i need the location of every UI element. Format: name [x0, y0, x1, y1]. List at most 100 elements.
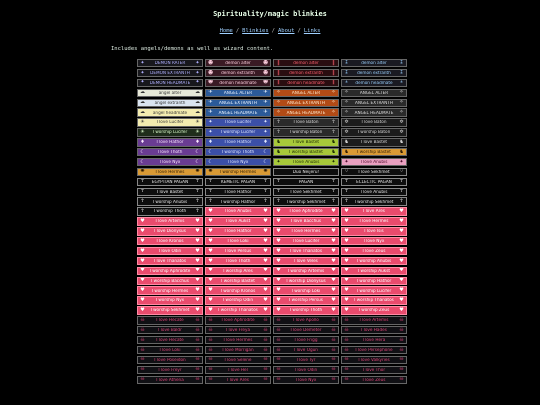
blinkie-icon: ♥: [344, 257, 349, 264]
blinkie: ♥ I love Persus ♥: [205, 246, 271, 256]
blinkie-icon: ✦: [399, 158, 404, 165]
blinkie: ♥ I love Hermes ♥: [341, 217, 407, 226]
nav-link-home[interactable]: Home: [219, 28, 233, 34]
blinkie: ☠ I love Aphrodite ☠: [205, 316, 271, 325]
blinkie-text: ANGEL HEADMATE: [218, 110, 258, 115]
blinkie-icon: ☥: [140, 188, 145, 195]
blinkie-icon: ♥: [331, 277, 336, 284]
blinkie-icon: ☀: [140, 119, 145, 126]
blinkie-text: I worship Zeus: [358, 308, 390, 313]
blinkie: ☠ I love Nyx ☠: [273, 375, 339, 384]
blinkie-text: I worship Thanatos: [354, 298, 394, 303]
blinkie-text: I love Aukst: [225, 219, 251, 224]
blinkie-text: I love Persephone: [355, 347, 393, 352]
blinkie-text: angel alter: [158, 90, 182, 95]
blinkie-icon: ☠: [331, 336, 336, 343]
blinkie-icon: ☥: [276, 119, 281, 126]
blinkie-icon: ☥: [140, 178, 145, 185]
blinkie-text: I love Hathor: [224, 229, 252, 234]
blinkie-icon: ♥: [344, 277, 349, 284]
blinkie-icon: ♥: [263, 208, 268, 215]
blinkie-icon: ✺: [208, 168, 213, 175]
nav-link-about[interactable]: About: [277, 28, 295, 34]
blinkie-icon: ♥: [263, 227, 268, 234]
blinkie-icon: ☠: [195, 356, 200, 363]
blinkie-text: I love Zeus: [362, 377, 386, 382]
blinkie-icon: ☥: [140, 198, 145, 205]
blinkie-icon: ☥: [195, 188, 200, 195]
blinkie-icon: ☾: [195, 148, 200, 155]
blinkie-text: demon headmate: [355, 80, 393, 85]
blinkie-icon: ☥: [276, 128, 281, 135]
blinkie-icon: ☥: [399, 178, 404, 185]
blinkie-icon: ☠: [399, 326, 404, 333]
blinkie-icon: ☠: [399, 336, 404, 343]
blinkie: ‖ demon alter ‖: [273, 59, 339, 68]
blinkie-icon: ♥: [331, 237, 336, 244]
blinkie-icon: ☠: [399, 366, 404, 373]
blinkie: ☠ I love Demeter ☠: [273, 326, 339, 335]
blinkie-text: demon extranth: [289, 70, 323, 75]
blinkie-icon: ♥: [331, 287, 336, 294]
blinkie-text: I worship Sekhmet: [150, 308, 190, 313]
blinkie-icon: ♥: [399, 306, 404, 313]
blinkie-icon: ☁: [195, 89, 200, 96]
blinkie-icon: ☥: [140, 208, 145, 215]
blinkie-icon: ☠: [140, 326, 145, 333]
blinkie-icon: ♞: [344, 138, 349, 145]
nav-separator: /: [235, 28, 240, 34]
blinkie-icon: ‖: [277, 79, 280, 86]
blinkie: ☥ PAGAN ☥: [273, 177, 339, 187]
blinkie: ☥ I love Anubis ☥: [341, 187, 407, 196]
blinkie-text: I love Thanatos: [153, 258, 187, 263]
blinkie: ☠ I love Hera ☠: [341, 335, 407, 345]
blinkie: ♥ I worship Thanatos ♥: [341, 296, 407, 305]
blinkie: ✧ ANGEL ALTER ✧: [273, 88, 339, 98]
blinkie-icon: ✦: [263, 119, 268, 126]
blinkie: ✦ DEMON HEADMATE ✦: [137, 78, 203, 88]
blinkie-icon: ☠: [344, 326, 349, 333]
blinkie-icon: ♥: [195, 247, 200, 254]
blinkie-text: I love Kronos: [156, 239, 184, 244]
blinkie-icon: ☠: [344, 356, 349, 363]
blinkie-icon: ♥: [276, 277, 281, 284]
blinkie-icon: ♥: [276, 306, 281, 313]
blinkie-text: I love Ares: [363, 209, 385, 214]
blinkie-icon: ♥: [344, 227, 349, 234]
blinkie: ☾ I love Nyx ☾: [205, 157, 271, 167]
blinkie-icon: ♥: [331, 247, 336, 254]
blinkie: ♥ I worship Hermes ♥: [137, 286, 203, 295]
blinkie-icon: ‖: [332, 79, 335, 86]
blinkie-icon: ♥: [263, 297, 268, 304]
blinkie: ♥ I love Kronos ♥: [137, 237, 203, 246]
blinkie-icon: ☠: [399, 356, 404, 363]
blinkie-icon: ♥: [276, 208, 281, 215]
blinkie-icon: ✺: [140, 168, 145, 175]
intro-text: Includes angels/demons as well as wizard…: [111, 46, 274, 52]
blinkie-icon: ☥: [344, 198, 349, 205]
blinkie-text: I love Artemis: [359, 318, 389, 323]
blinkie-text: I worship Hermes: [151, 288, 189, 293]
blinkie-text: EGYPTIAN PAGAN: [151, 179, 189, 184]
blinkie: ♥ I worship Aphrodite ♥: [137, 266, 203, 276]
blinkie-icon: ⁑: [400, 79, 403, 86]
blinkie-text: I love Isis: [364, 229, 384, 234]
nav-link-blinkies[interactable]: Blinkies: [242, 28, 269, 34]
blinkie-icon: ☥: [399, 198, 404, 205]
blinkie: ♥ I love Thanatos ♥: [273, 246, 339, 256]
blinkie-text: I worship Thoth: [289, 308, 323, 313]
blinkie-icon: ☁: [195, 99, 200, 106]
blinkie-text: I love Thanatos: [289, 249, 323, 254]
blinkie: ☀ I love Lucifer ☀: [137, 118, 203, 127]
blinkie: ⁑ demon headmate ⁑: [341, 78, 407, 88]
blinkie: ♥ I love Dionysus ♥: [137, 227, 203, 236]
blinkie-icon: ☥: [263, 178, 268, 185]
blinkie-icon: ♥: [195, 306, 200, 313]
blinkie-text: ANGEL HEADMATE: [354, 110, 394, 115]
blinkie-icon: ♞: [331, 148, 336, 155]
blinkie: ☠ I love Freyr ☠: [137, 365, 203, 374]
blinkie: ⁑ demon extranth ⁑: [341, 68, 407, 78]
blinkie-text: I love Anubis: [360, 189, 388, 194]
blinkie: ☥ I love Bastet ☥: [137, 187, 203, 196]
nav-link-links[interactable]: Links: [303, 28, 321, 34]
